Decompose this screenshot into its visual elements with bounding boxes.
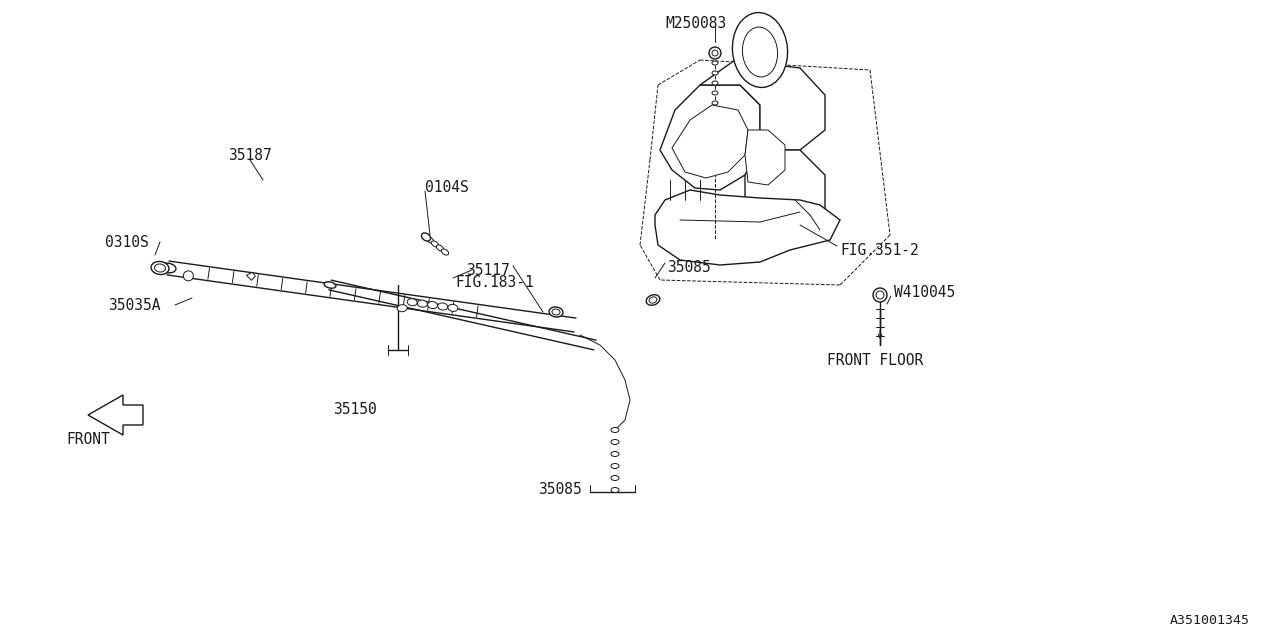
Text: W410045: W410045 (893, 285, 955, 300)
Text: 0104S: 0104S (425, 179, 468, 195)
Ellipse shape (428, 301, 438, 308)
Ellipse shape (646, 295, 659, 305)
Text: FRONT FLOOR: FRONT FLOOR (827, 353, 923, 367)
Circle shape (709, 47, 721, 59)
Text: FIG.351-2: FIG.351-2 (840, 243, 919, 257)
Ellipse shape (407, 299, 417, 306)
Ellipse shape (712, 71, 718, 75)
Polygon shape (88, 395, 143, 435)
Text: 35150: 35150 (333, 403, 376, 417)
Circle shape (876, 291, 884, 299)
Ellipse shape (151, 262, 169, 275)
Ellipse shape (712, 101, 718, 105)
Circle shape (873, 288, 887, 302)
Ellipse shape (431, 241, 439, 247)
Polygon shape (655, 190, 840, 265)
Ellipse shape (611, 463, 620, 468)
Polygon shape (660, 85, 760, 190)
Polygon shape (700, 60, 826, 150)
Text: 35187: 35187 (228, 147, 271, 163)
Text: FIG.183-1: FIG.183-1 (454, 275, 534, 289)
Ellipse shape (611, 440, 620, 445)
Ellipse shape (417, 300, 428, 307)
Text: 0310S: 0310S (105, 234, 148, 250)
Ellipse shape (155, 264, 165, 272)
Text: A351001345: A351001345 (1170, 614, 1251, 627)
Ellipse shape (324, 282, 335, 288)
Polygon shape (745, 150, 826, 232)
Ellipse shape (397, 305, 407, 312)
Polygon shape (672, 105, 748, 178)
Ellipse shape (732, 13, 787, 88)
Ellipse shape (611, 451, 620, 456)
Ellipse shape (742, 27, 777, 77)
Ellipse shape (436, 245, 444, 251)
Ellipse shape (426, 237, 434, 243)
Text: 35085: 35085 (667, 259, 710, 275)
Ellipse shape (438, 303, 448, 310)
Text: 35117: 35117 (466, 262, 509, 278)
Ellipse shape (712, 61, 718, 65)
Ellipse shape (442, 249, 448, 255)
Ellipse shape (549, 307, 563, 317)
Ellipse shape (448, 305, 458, 312)
Ellipse shape (552, 309, 559, 315)
Polygon shape (745, 130, 785, 185)
Circle shape (712, 50, 718, 56)
Text: 35085: 35085 (538, 483, 582, 497)
Circle shape (183, 271, 193, 281)
Polygon shape (247, 272, 256, 280)
Ellipse shape (712, 91, 718, 95)
Ellipse shape (649, 297, 657, 303)
Text: M250083: M250083 (666, 15, 726, 31)
Ellipse shape (421, 233, 430, 241)
Ellipse shape (712, 81, 718, 85)
Ellipse shape (611, 488, 620, 493)
Ellipse shape (160, 263, 175, 273)
Ellipse shape (611, 476, 620, 481)
Text: 35035A: 35035A (108, 298, 160, 312)
Text: FRONT: FRONT (67, 433, 110, 447)
Ellipse shape (611, 428, 620, 433)
